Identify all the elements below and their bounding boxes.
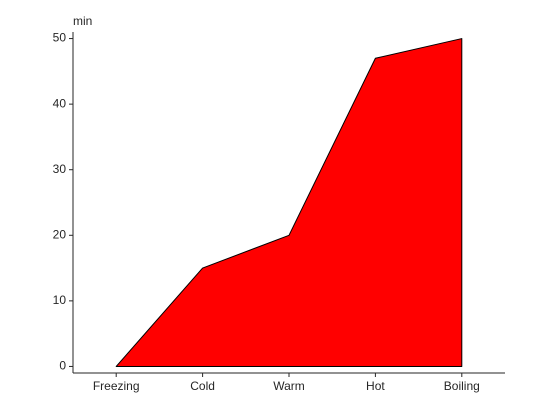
x-tick-label: Warm: [273, 379, 305, 393]
y-tick-label: 0: [59, 359, 66, 373]
y-axis-unit: min: [73, 14, 92, 28]
y-tick-label: 20: [53, 227, 67, 241]
x-tick-label: Boiling: [444, 379, 480, 393]
area: [115, 38, 463, 367]
y-tick-label: 10: [53, 293, 67, 307]
x-tick-label: Hot: [366, 379, 385, 393]
y-tick-label: 30: [53, 162, 67, 176]
y-tick-label: 40: [53, 96, 67, 110]
y-tick-label: 50: [53, 31, 67, 45]
x-tick-label: Cold: [190, 379, 215, 393]
x-tick-label: Freezing: [93, 379, 140, 393]
